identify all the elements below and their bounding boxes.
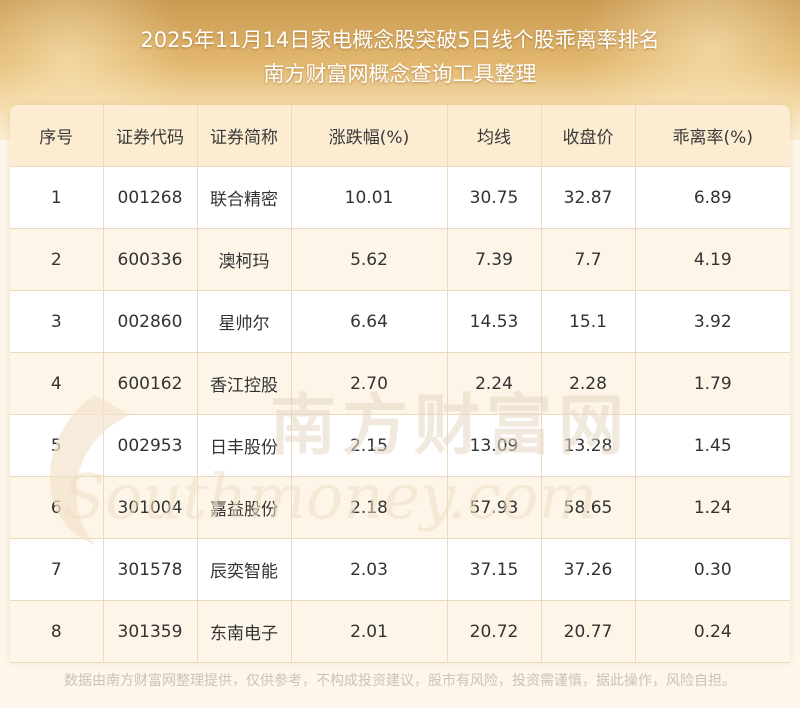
table-cell: 1.24 [634,476,790,539]
table-cell: 30.75 [446,166,542,229]
table-cell: 6.64 [290,290,448,353]
table-cell: 0.24 [634,600,790,663]
table-cell: 14.53 [446,290,542,353]
table-cell: 301578 [102,538,198,601]
table-cell: 5 [10,414,104,477]
page-title: 2025年11月14日家电概念股突破5日线个股乖离率排名 [140,28,660,52]
column-header: 乖离率(%) [634,105,790,167]
table-cell: 星帅尔 [196,290,292,353]
table-cell: 301004 [102,476,198,539]
table-cell: 3 [10,290,104,353]
column-header: 证券简称 [196,105,292,167]
column-header: 均线 [446,105,542,167]
table-cell: 7.39 [446,228,542,291]
table-cell: 1.45 [634,414,790,477]
table-cell: 6.89 [634,166,790,229]
table-row: 7 301578 辰奕智能 2.03 37.15 37.26 0.30 [10,538,790,601]
table-body: 1 001268 联合精密 10.01 30.75 32.87 6.89 2 600336 澳柯玛… [10,166,790,663]
table-cell: 7.7 [540,228,636,291]
table-cell: 6 [10,476,104,539]
disclaimer: 数据由南方财富网整理提供，仅供参考，不构成投资建议，股市有风险，投资需谨慎，据此… [64,673,736,689]
table-cell: 2.70 [290,352,448,415]
ranking-table: 序号 证券代码 证券简称 涨跌幅(%) 均线 收盘价 乖离率(%) 1 001268 联合精密 1… [10,105,790,663]
table-cell: 32.87 [540,166,636,229]
table-cell: 58.65 [540,476,636,539]
table-cell: 辰奕智能 [196,538,292,601]
table-row: 1 001268 联合精密 10.01 30.75 32.87 6.89 [10,166,790,229]
table-row: 8 301359 东南电子 2.01 20.72 20.77 0.24 [10,600,790,663]
table-cell: 7 [10,538,104,601]
table-cell: 37.26 [540,538,636,601]
table-cell: 20.77 [540,600,636,663]
table-cell: 15.1 [540,290,636,353]
table-cell: 37.15 [446,538,542,601]
table-cell: 13.28 [540,414,636,477]
table-row: 5 002953 日丰股份 2.15 13.09 13.28 1.45 [10,414,790,477]
table-cell: 2.24 [446,352,542,415]
table-cell: 600162 [102,352,198,415]
table-cell: 2.28 [540,352,636,415]
table-cell: 东南电子 [196,600,292,663]
table-cell: 5.62 [290,228,448,291]
table-cell: 001268 [102,166,198,229]
table-row: 2 600336 澳柯玛 5.62 7.39 7.7 4.19 [10,228,790,291]
table-cell: 20.72 [446,600,542,663]
table-cell: 57.93 [446,476,542,539]
table-row: 6 301004 嘉益股份 2.18 57.93 58.65 1.24 [10,476,790,539]
table-cell: 联合精密 [196,166,292,229]
table-cell: 1 [10,166,104,229]
table-cell: 301359 [102,600,198,663]
table-cell: 10.01 [290,166,448,229]
table-cell: 13.09 [446,414,542,477]
table-cell: 1.79 [634,352,790,415]
table-cell: 2.18 [290,476,448,539]
table-cell: 002860 [102,290,198,353]
table-cell: 澳柯玛 [196,228,292,291]
table-cell: 2 [10,228,104,291]
column-header: 收盘价 [540,105,636,167]
table-row: 3 002860 星帅尔 6.64 14.53 15.1 3.92 [10,290,790,353]
table-cell: 香江控股 [196,352,292,415]
table-header-row: 序号 证券代码 证券简称 涨跌幅(%) 均线 收盘价 乖离率(%) [10,105,790,167]
column-header: 证券代码 [102,105,198,167]
page-subtitle: 南方财富网概念查询工具整理 [263,62,537,86]
table-row: 4 600162 香江控股 2.70 2.24 2.28 1.79 [10,352,790,415]
table-cell: 4.19 [634,228,790,291]
table-cell: 2.15 [290,414,448,477]
table-cell: 2.01 [290,600,448,663]
table-cell: 嘉益股份 [196,476,292,539]
table-cell: 002953 [102,414,198,477]
table-cell: 3.92 [634,290,790,353]
table-cell: 0.30 [634,538,790,601]
table-cell: 600336 [102,228,198,291]
column-header: 涨跌幅(%) [290,105,448,167]
header-banner: 2025年11月14日家电概念股突破5日线个股乖离率排名 南方财富网概念查询工具… [0,0,800,140]
table-cell: 2.03 [290,538,448,601]
table-cell: 8 [10,600,104,663]
table-cell: 4 [10,352,104,415]
table-cell: 日丰股份 [196,414,292,477]
column-header: 序号 [10,105,104,167]
